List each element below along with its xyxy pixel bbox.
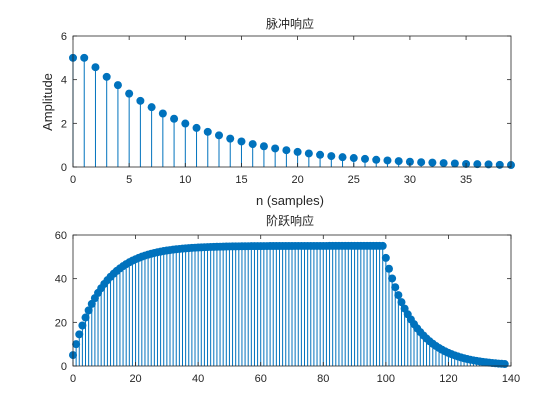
step-response-stems <box>69 242 509 368</box>
impulse-response-point <box>294 148 302 156</box>
step-response-point <box>501 360 509 368</box>
impulse-response-point <box>327 152 335 160</box>
impulse-response-xtick-label: 30 <box>404 174 416 186</box>
impulse-response-point <box>339 153 347 161</box>
step-response-ytick-label: 0 <box>61 361 67 373</box>
impulse-response-point <box>215 131 223 139</box>
impulse-response-stems <box>69 54 515 169</box>
impulse-response-xtick-label: 25 <box>348 174 360 186</box>
step-response-point <box>388 274 396 282</box>
step-response-xtick-label: 20 <box>129 373 141 385</box>
impulse-response-point <box>193 124 201 132</box>
step-response-point <box>391 283 399 291</box>
impulse-response-point <box>226 135 234 143</box>
step-response-point <box>382 254 390 262</box>
step-response-xtick-label: 80 <box>317 373 329 385</box>
step-response-xtick-label: 120 <box>439 373 457 385</box>
impulse-response-xlabel: n (samples) <box>256 193 324 208</box>
impulse-response-point <box>237 137 245 145</box>
step-response-point <box>394 291 402 299</box>
step-response-point <box>82 314 90 322</box>
impulse-response-point <box>383 156 391 164</box>
impulse-response-point <box>181 120 189 128</box>
impulse-response-ytick-label: 2 <box>61 118 67 130</box>
step-response-point <box>385 265 393 273</box>
impulse-response-point <box>170 115 178 123</box>
impulse-response-ytick-label: 0 <box>61 162 67 174</box>
impulse-response-point <box>316 151 324 159</box>
impulse-response-point <box>451 160 459 168</box>
step-response-title: 阶跃响应 <box>266 213 314 228</box>
step-response-xtick-label: 40 <box>192 373 204 385</box>
impulse-response-point <box>249 140 257 148</box>
impulse-response-xtick-label: 35 <box>460 174 472 186</box>
impulse-response-point <box>260 142 268 150</box>
impulse-response-xtick-label: 15 <box>235 174 247 186</box>
impulse-response-point <box>136 97 144 105</box>
impulse-response-point <box>125 90 133 98</box>
impulse-response-point <box>305 149 313 157</box>
impulse-response-ylabel: Amplitude <box>40 73 55 131</box>
step-response-xtick-label: 140 <box>502 373 520 385</box>
step-response-xtick-label: 60 <box>255 373 267 385</box>
impulse-response-point <box>361 155 369 163</box>
step-response-xtick-label: 0 <box>70 373 76 385</box>
impulse-response-point <box>496 161 504 169</box>
step-response-point <box>78 321 86 329</box>
impulse-response-point <box>350 154 358 162</box>
step-response-ytick-label: 20 <box>55 317 67 329</box>
step-response-ytick-label: 40 <box>55 274 67 286</box>
impulse-response-axes: 脉冲响应 0 5 10 15 20 25 30 35 0 2 4 6 n (samples) Ampl… <box>40 16 515 208</box>
impulse-response-xtick-label: 10 <box>179 174 191 186</box>
impulse-response-ytick-label: 4 <box>61 75 67 87</box>
impulse-response-point <box>148 103 156 111</box>
impulse-response-point <box>91 63 99 71</box>
impulse-response-point <box>417 158 425 166</box>
impulse-response-point <box>103 73 111 81</box>
impulse-response-point <box>114 81 122 89</box>
impulse-response-point <box>282 146 290 154</box>
impulse-response-point <box>159 110 167 118</box>
impulse-response-point <box>440 159 448 167</box>
step-response-axes: 阶跃响应 0 20 40 60 80 100 120 140 0 20 40 60 <box>55 213 520 385</box>
step-response-ticks: 0 20 40 60 80 100 120 140 0 20 40 60 <box>55 230 520 385</box>
impulse-response-xtick-label: 20 <box>291 174 303 186</box>
impulse-response-point <box>80 54 88 62</box>
impulse-response-xtick-label: 5 <box>126 174 132 186</box>
impulse-response-point <box>395 157 403 165</box>
impulse-response-xtick-label: 0 <box>70 174 76 186</box>
step-response-point <box>75 330 83 338</box>
impulse-response-ytick-label: 6 <box>61 31 67 43</box>
step-response-xtick-label: 100 <box>377 373 395 385</box>
step-response-point <box>379 242 387 250</box>
impulse-response-point <box>271 144 279 152</box>
step-response-ytick-label: 60 <box>55 230 67 242</box>
impulse-response-point <box>204 128 212 136</box>
impulse-response-title: 脉冲响应 <box>266 16 314 31</box>
impulse-response-point <box>428 159 436 167</box>
impulse-response-point <box>372 156 380 164</box>
